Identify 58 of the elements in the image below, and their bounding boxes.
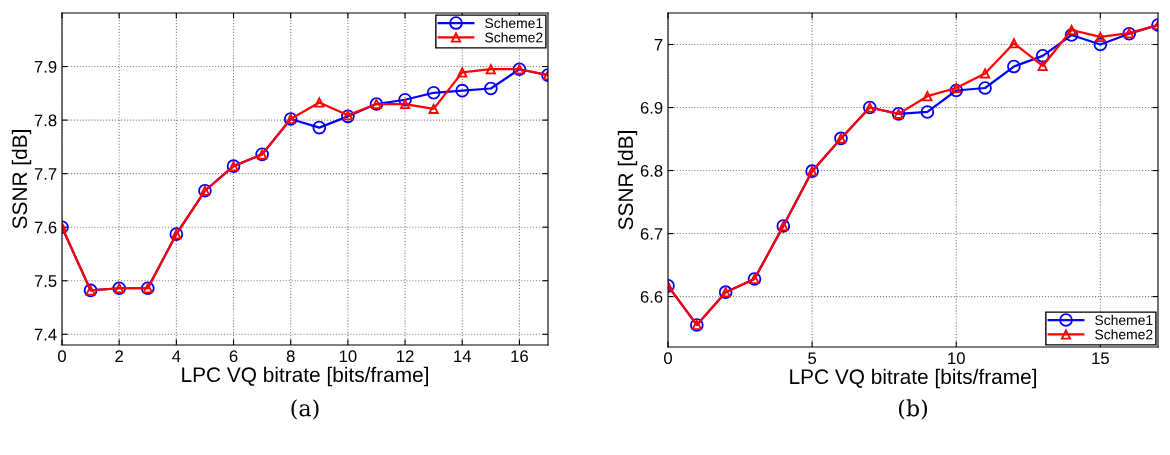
y-tick-label: 7.6: [34, 221, 57, 234]
point: [922, 91, 933, 102]
point: [978, 81, 992, 95]
point: [979, 68, 991, 79]
point: [951, 82, 962, 94]
y-tick-label: 6.9: [640, 101, 663, 114]
y-tick-label: 7: [654, 39, 663, 51]
y-tick-label: 6.8: [640, 164, 663, 177]
point: [1064, 28, 1079, 42]
x-tick-label: 5: [808, 352, 817, 365]
point: [428, 103, 439, 114]
point: [1066, 24, 1077, 36]
point: [1035, 49, 1050, 63]
x-tick-label: 0: [664, 352, 672, 365]
y-tick-label: 6.6: [640, 290, 663, 303]
x-tick-label: 10: [948, 352, 965, 365]
x-tick-label: 4: [172, 350, 181, 362]
x-axis-title: LPC VQ bitrate [bits/frame]: [790, 368, 1036, 389]
y-tick-label: 7.8: [34, 114, 57, 127]
y-axis-title: SSNR [dB]: [617, 131, 638, 230]
point: [457, 67, 468, 78]
y-tick-label: 7.5: [34, 275, 57, 287]
x-tick-label: 8: [286, 350, 295, 363]
point: [312, 120, 327, 135]
x-tick-label: 10: [339, 350, 357, 363]
point: [314, 97, 325, 108]
text: (a): [291, 399, 319, 420]
y-tick-label: 6.7: [640, 227, 663, 240]
y-tick-label: 7.7: [34, 168, 57, 180]
point: [399, 98, 411, 110]
x-tick-label: 12: [397, 350, 414, 362]
point: [1093, 37, 1108, 52]
x-tick-label: 14: [454, 350, 472, 362]
x-tick-label: 15: [1092, 352, 1109, 365]
point: [949, 83, 964, 98]
x-tick-label: 16: [511, 350, 528, 363]
x-tick-label: 0: [58, 350, 66, 363]
text: (b): [898, 399, 928, 420]
x-axis-title: LPC VQ bitrate [bits/frame]: [182, 366, 428, 387]
point: [426, 85, 441, 100]
legend-label: Scheme1: [1095, 314, 1153, 326]
legend-label: Scheme2: [485, 32, 543, 43]
point: [1037, 60, 1048, 72]
y-tick-label: 7.9: [34, 60, 57, 73]
legend-label: Scheme2: [1095, 329, 1153, 340]
point: [398, 92, 412, 107]
point: [485, 64, 496, 75]
x-tick-label: 6: [229, 350, 238, 363]
y-axis-title: SSNR [dB]: [11, 130, 32, 229]
point: [484, 81, 498, 96]
x-tick-label: 2: [115, 350, 123, 362]
legend-label: Scheme1: [485, 17, 543, 29]
point: [1095, 31, 1106, 43]
point: [455, 83, 470, 98]
point: [920, 105, 935, 119]
point: [1008, 38, 1019, 49]
y-tick-label: 7.4: [34, 328, 57, 341]
point: [1007, 59, 1021, 74]
